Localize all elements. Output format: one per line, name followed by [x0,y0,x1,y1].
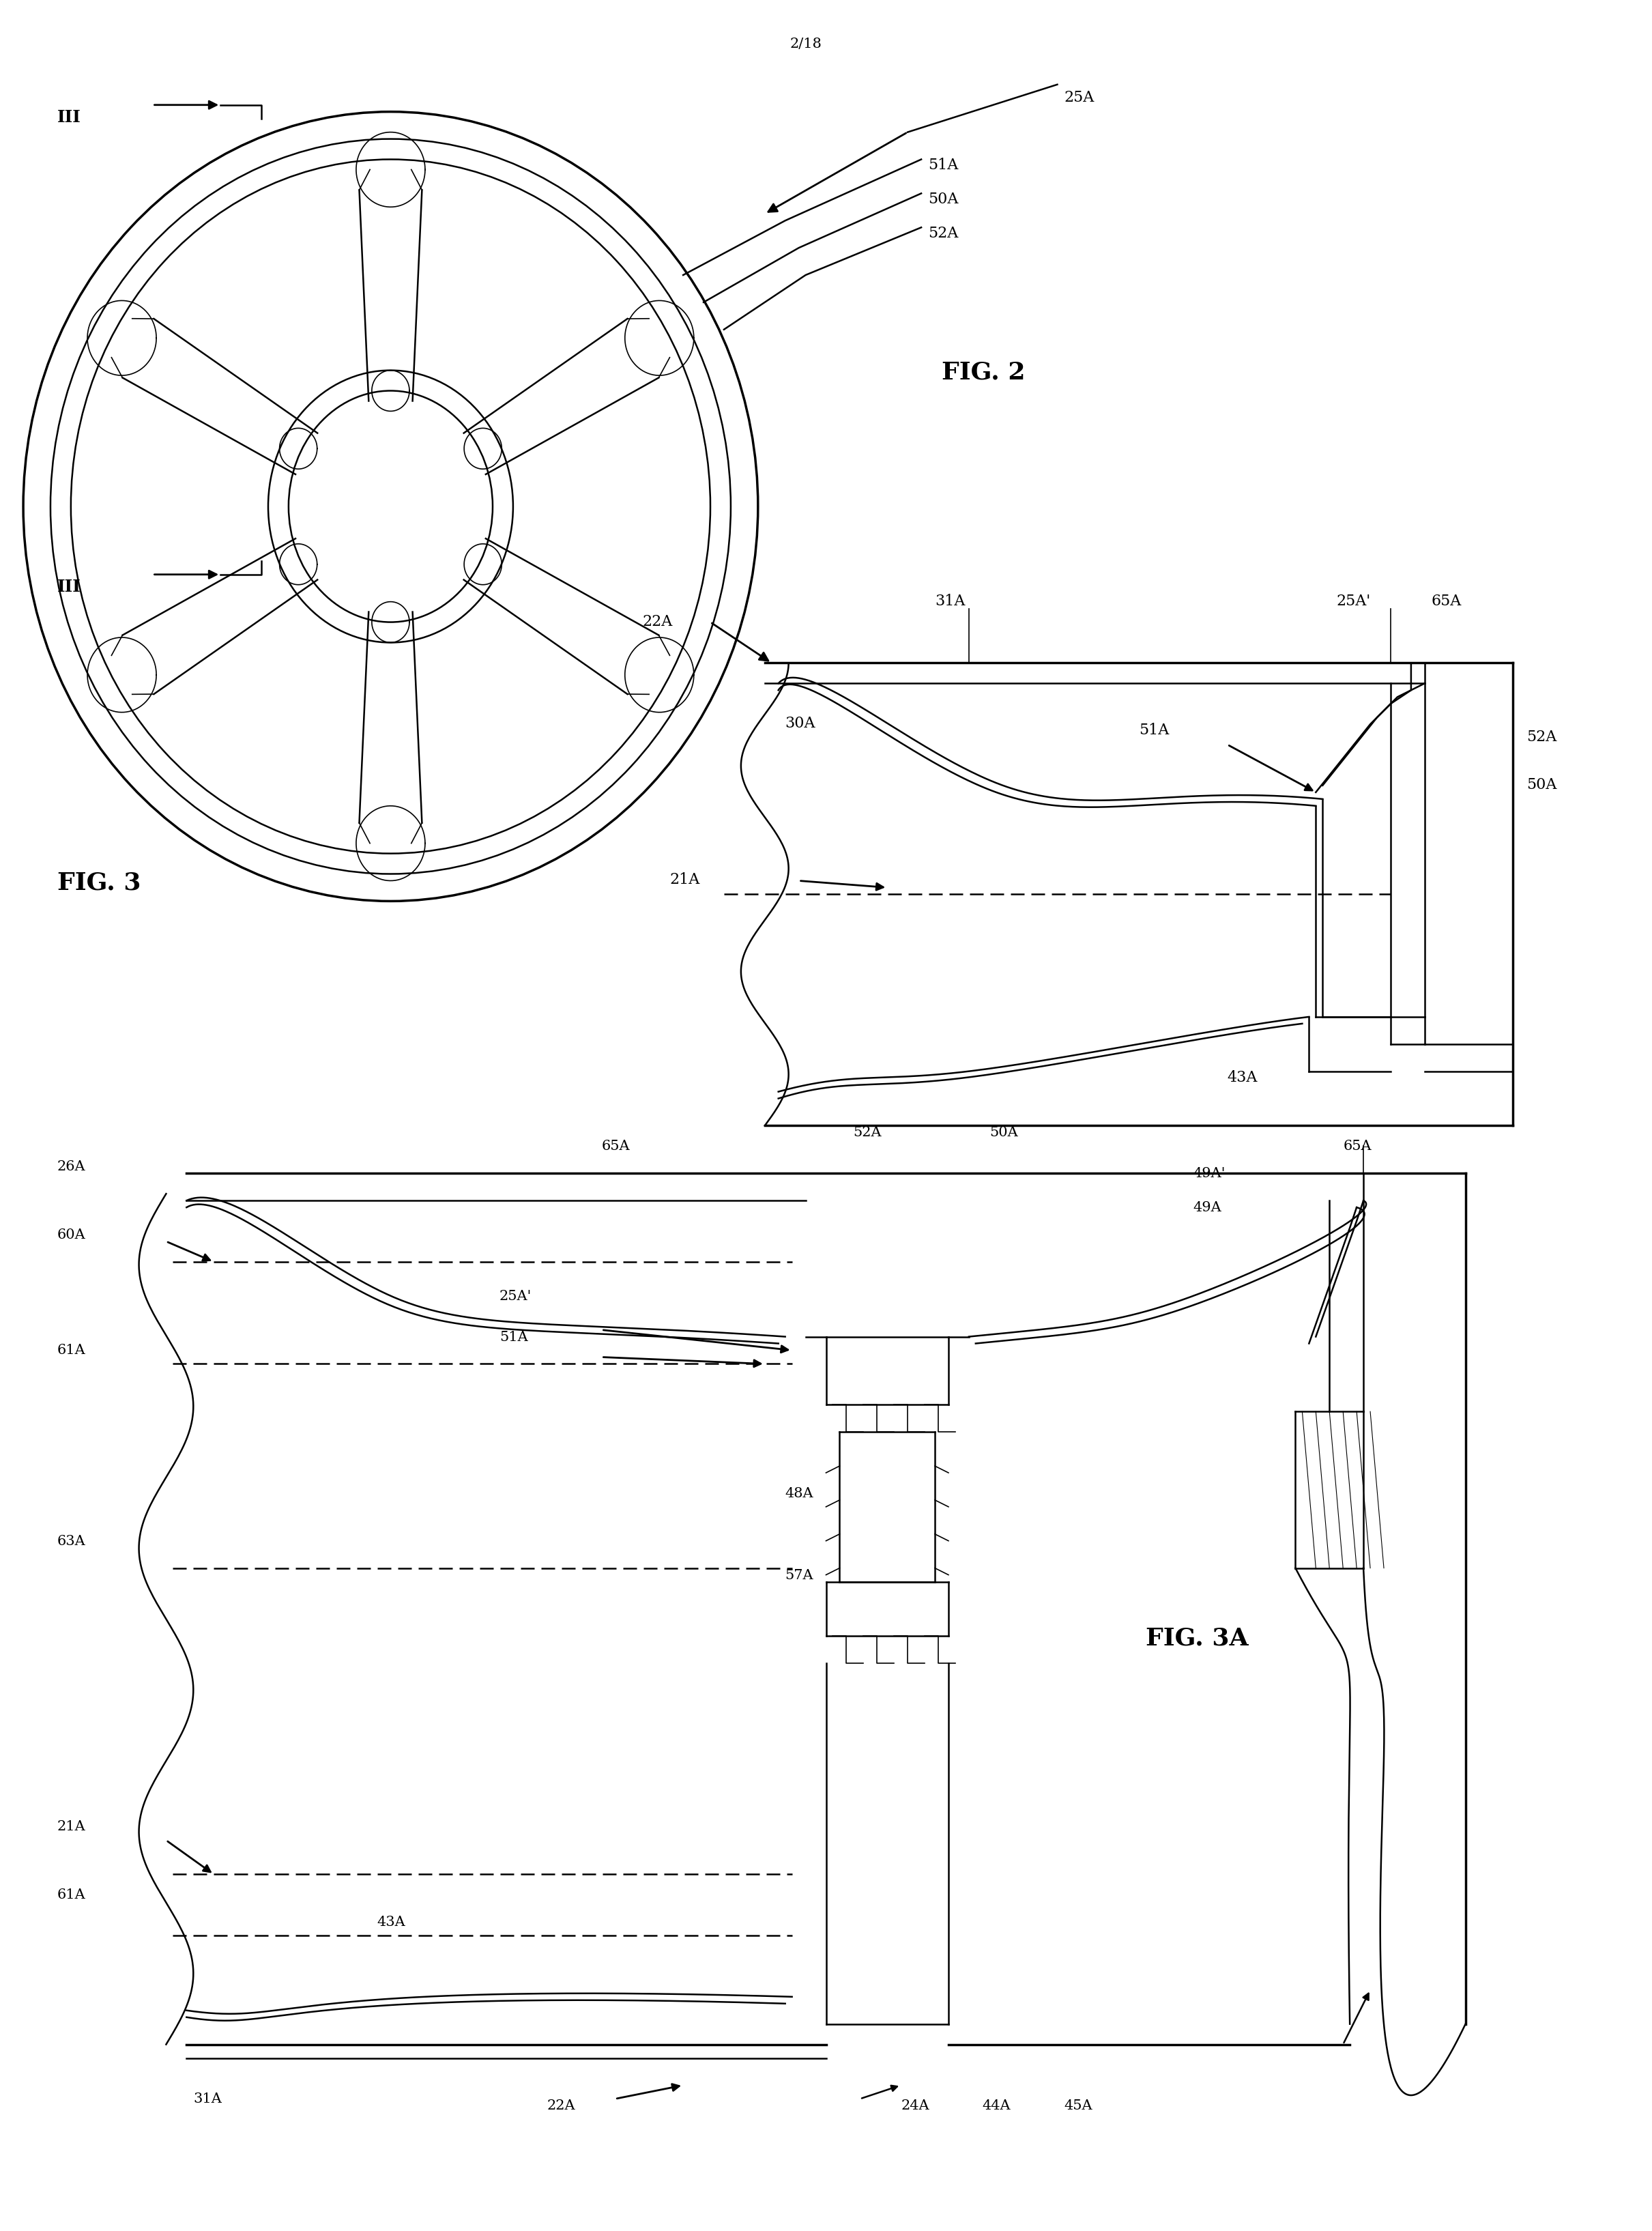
Text: 24A: 24A [900,2099,928,2113]
Text: 52A: 52A [928,225,958,241]
Text: 52A: 52A [1526,730,1556,745]
Text: 21A: 21A [58,1820,86,1834]
Text: III: III [58,578,81,596]
Text: 45A: 45A [1064,2099,1092,2113]
Text: 21A: 21A [669,872,700,888]
Text: 50A: 50A [928,192,958,207]
Text: 44A: 44A [983,2099,1011,2113]
Text: 61A: 61A [58,1343,86,1356]
Text: 2/18: 2/18 [790,38,821,51]
Text: 60A: 60A [58,1229,86,1240]
Text: 31A: 31A [193,2093,221,2106]
Text: 48A: 48A [785,1488,813,1499]
Text: 31A: 31A [935,593,965,609]
Text: 49A: 49A [1193,1200,1222,1214]
Text: 49A': 49A' [1193,1167,1226,1180]
Text: FIG. 3: FIG. 3 [58,870,140,895]
Text: FIG. 3A: FIG. 3A [1146,1626,1249,1649]
Text: 25A': 25A' [1336,593,1371,609]
Text: 63A: 63A [58,1535,86,1548]
Text: 61A: 61A [58,1887,86,1901]
Text: 25A: 25A [1064,89,1094,105]
Text: FIG. 2: FIG. 2 [942,361,1026,384]
Text: 50A: 50A [990,1127,1018,1140]
Text: 43A: 43A [1227,1071,1257,1084]
Text: 51A: 51A [499,1330,529,1343]
Text: 22A: 22A [547,2099,575,2113]
Text: 65A: 65A [1343,1140,1371,1153]
Text: III: III [58,109,81,125]
Text: 25A': 25A' [499,1290,532,1303]
Text: 30A: 30A [785,716,816,732]
Text: 65A: 65A [1432,593,1462,609]
Text: 26A: 26A [58,1160,86,1174]
Text: 51A: 51A [1138,723,1170,738]
Text: 43A: 43A [377,1916,405,1930]
Text: 50A: 50A [1526,776,1556,792]
Text: 57A: 57A [785,1568,813,1582]
Text: 51A: 51A [928,158,958,174]
Text: 65A: 65A [601,1140,629,1153]
Text: 22A: 22A [643,614,672,629]
Text: 52A: 52A [852,1127,882,1140]
